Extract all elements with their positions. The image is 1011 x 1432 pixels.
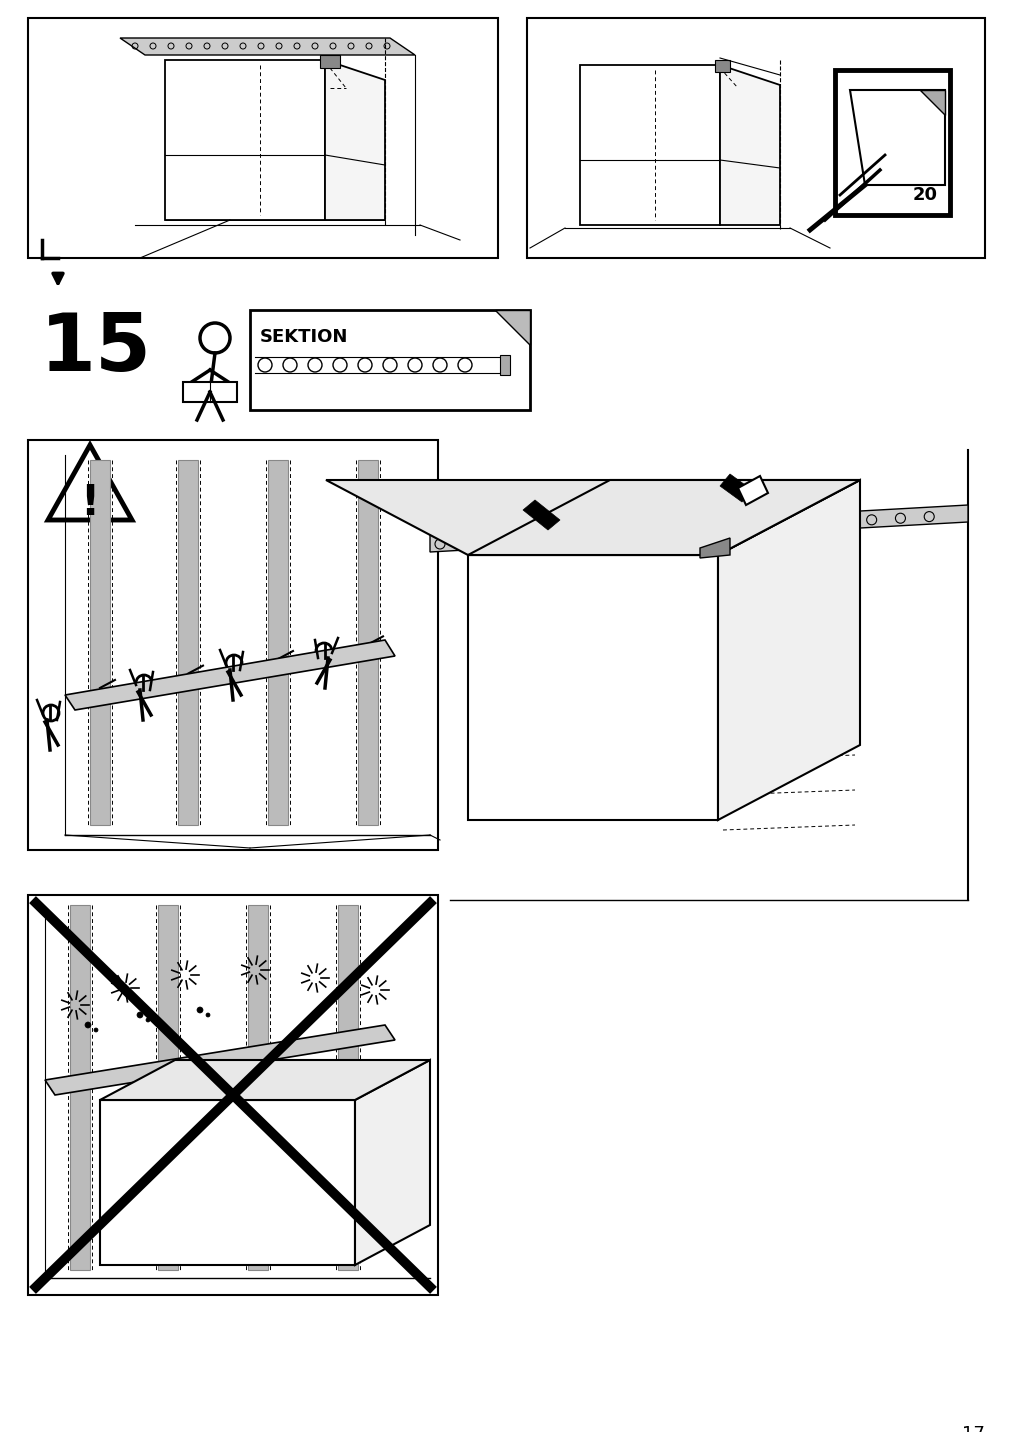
Polygon shape (120, 39, 415, 54)
Polygon shape (44, 1025, 394, 1095)
Polygon shape (65, 640, 394, 710)
Polygon shape (430, 505, 968, 551)
Bar (248, 905, 268, 1270)
Polygon shape (719, 64, 779, 225)
Bar (358, 460, 378, 825)
Text: !: ! (80, 483, 99, 524)
Polygon shape (717, 480, 859, 821)
Bar (28, 440, 438, 851)
Circle shape (136, 1012, 143, 1018)
Circle shape (197, 1007, 203, 1012)
Circle shape (85, 1022, 91, 1028)
Polygon shape (100, 1100, 355, 1264)
Polygon shape (319, 54, 340, 67)
Polygon shape (719, 474, 751, 503)
Bar (158, 905, 178, 1270)
Polygon shape (700, 538, 729, 558)
Polygon shape (919, 90, 944, 115)
Bar (28, 895, 438, 1295)
Polygon shape (48, 445, 131, 520)
Polygon shape (467, 480, 859, 556)
Polygon shape (325, 60, 384, 221)
Text: SEKTION: SEKTION (260, 328, 348, 347)
Text: 17: 17 (961, 1425, 984, 1432)
Polygon shape (737, 475, 767, 505)
Text: 15: 15 (40, 309, 152, 388)
Bar (338, 905, 358, 1270)
Bar (834, 70, 949, 215)
Polygon shape (100, 1060, 430, 1100)
Text: 20: 20 (912, 186, 936, 203)
Circle shape (206, 1012, 210, 1017)
Bar (527, 19, 984, 258)
Polygon shape (494, 309, 530, 345)
Bar (90, 460, 110, 825)
Polygon shape (326, 480, 859, 556)
Bar (178, 460, 198, 825)
Polygon shape (849, 90, 944, 185)
Polygon shape (183, 382, 237, 402)
Polygon shape (579, 64, 719, 225)
Bar (250, 309, 530, 410)
Polygon shape (467, 556, 717, 821)
Polygon shape (715, 60, 729, 72)
Bar (70, 905, 90, 1270)
Polygon shape (499, 355, 510, 375)
Bar (268, 460, 288, 825)
Circle shape (94, 1028, 98, 1032)
Polygon shape (355, 1060, 430, 1264)
Polygon shape (165, 60, 325, 221)
Bar (28, 19, 497, 258)
Polygon shape (523, 500, 559, 530)
Circle shape (146, 1018, 150, 1022)
